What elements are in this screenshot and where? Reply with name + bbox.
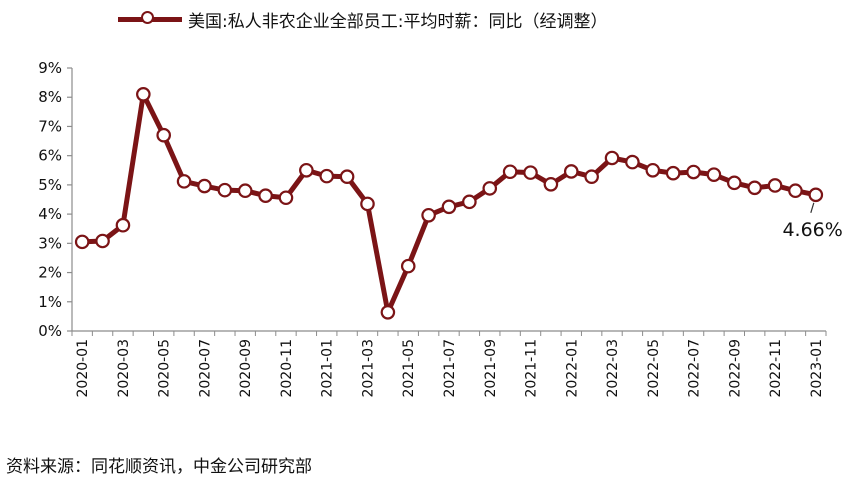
end-label-leader	[810, 202, 815, 213]
data-point	[686, 164, 701, 180]
data-point	[176, 174, 192, 189]
x-tick-label: 2021-07	[442, 339, 458, 398]
data-point	[237, 183, 253, 199]
data-point	[197, 178, 212, 194]
data-point	[421, 207, 436, 223]
data-point	[74, 234, 90, 250]
data-point	[726, 175, 742, 191]
x-tick-label: 2020-01	[75, 339, 91, 398]
y-tick-label: 5%	[38, 176, 62, 194]
y-tick-label: 9%	[38, 59, 62, 77]
x-tick-label: 2021-03	[360, 339, 376, 398]
data-point	[767, 178, 783, 193]
data-point	[462, 194, 477, 210]
data-point	[543, 177, 559, 192]
data-point	[706, 167, 722, 182]
y-tick-label: 6%	[38, 147, 62, 165]
x-tick-label: 2022-05	[646, 339, 662, 398]
y-tick-label: 2%	[38, 264, 62, 282]
data-point	[136, 87, 151, 102]
x-tick-label: 2020-03	[116, 339, 132, 398]
x-tick-label: 2023-01	[809, 339, 825, 398]
x-tick-label: 2020-09	[238, 339, 254, 398]
data-point	[523, 165, 538, 180]
data-point	[482, 181, 498, 196]
y-tick-label: 4%	[38, 205, 62, 223]
x-tick-label: 2022-01	[564, 339, 580, 398]
y-tick-label: 7%	[38, 117, 62, 135]
x-tick-label: 2020-05	[157, 339, 173, 398]
x-tick-label: 2021-11	[524, 339, 540, 398]
y-tick-label: 8%	[38, 88, 62, 106]
data-point	[217, 182, 233, 198]
x-tick-label: 2022-07	[687, 339, 703, 398]
data-point	[584, 169, 599, 185]
data-point	[156, 127, 172, 143]
data-point	[747, 180, 762, 196]
data-point	[258, 188, 273, 204]
data-point	[441, 199, 457, 215]
x-tick-label: 2022-03	[605, 339, 621, 398]
x-tick-label: 2021-05	[401, 339, 417, 398]
data-point	[665, 165, 681, 181]
data-point	[502, 164, 518, 180]
data-point	[604, 150, 620, 166]
y-tick-label: 1%	[38, 293, 62, 311]
source-note: 资料来源：同花顺资讯，中金公司研究部	[6, 457, 312, 477]
legend-line-marker-icon	[118, 9, 182, 29]
data-point	[563, 164, 579, 179]
y-tick-label: 3%	[38, 234, 62, 252]
data-point	[95, 233, 110, 249]
x-tick-label: 2022-09	[727, 339, 743, 398]
data-point	[788, 183, 803, 199]
legend-series-label: 美国:私人非农企业全部员工:平均时薪：同比（经调整）	[188, 11, 608, 32]
x-tick-label: 2022-11	[768, 339, 784, 398]
x-tick-label: 2020-11	[279, 339, 295, 398]
data-point	[339, 169, 355, 185]
data-point	[278, 190, 294, 206]
data-point	[115, 217, 131, 233]
x-tick-label: 2021-01	[320, 339, 336, 398]
data-point	[360, 196, 375, 212]
data-point	[645, 162, 661, 178]
y-tick-label: 0%	[38, 322, 62, 340]
x-tick-label: 2020-07	[197, 339, 213, 398]
x-tick-label: 2021-09	[483, 339, 499, 398]
chart-legend: 美国:私人非农企业全部员工:平均时薪：同比（经调整）	[118, 4, 607, 34]
data-point	[808, 187, 824, 203]
end-value-label: 4.66%	[782, 219, 842, 241]
data-point	[625, 154, 640, 170]
data-point	[319, 168, 335, 184]
data-point	[299, 162, 314, 178]
data-point	[400, 258, 416, 274]
data-point	[380, 304, 396, 320]
